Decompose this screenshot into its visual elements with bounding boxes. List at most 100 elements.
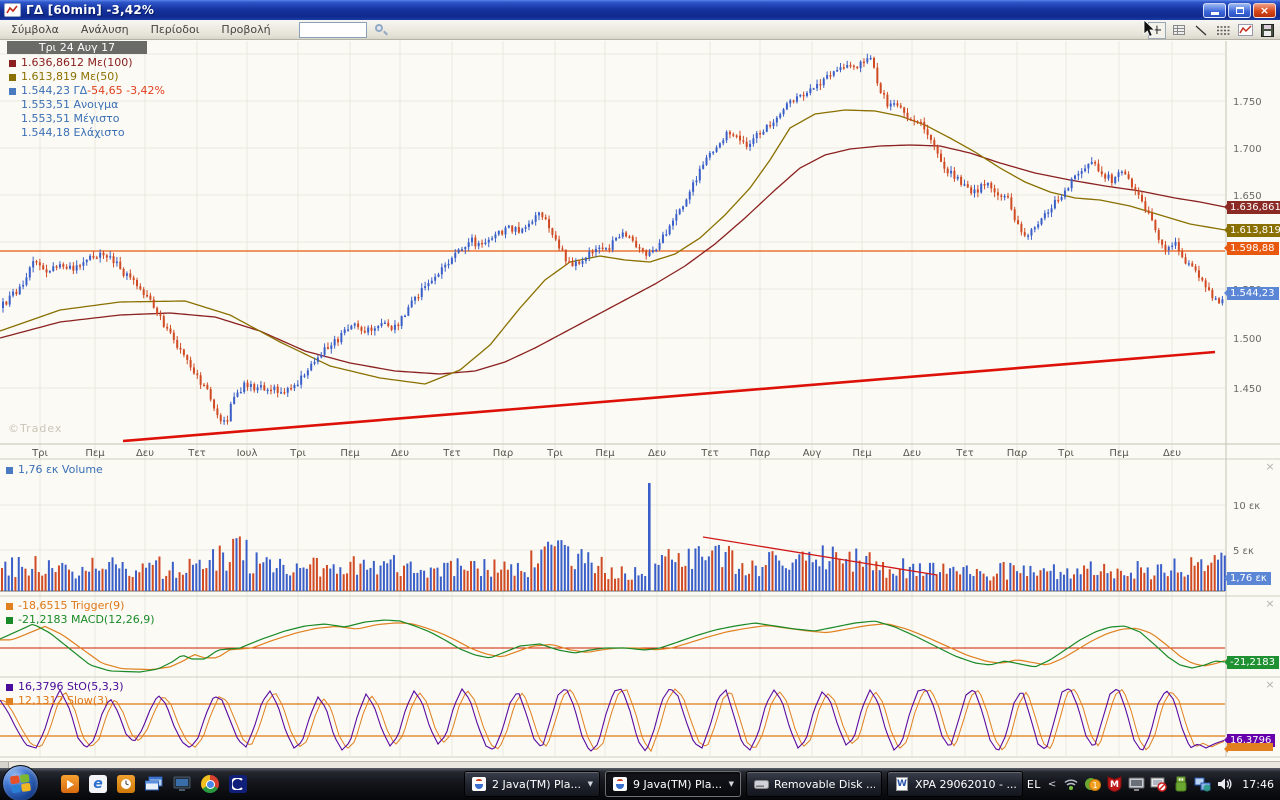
stoch-legend: 16,3796 StO(5,3,3) 12,1312 Slow(3) [4,680,124,708]
legend-high: 1.553,51 Μέγιστο [21,112,120,125]
taskbar-button-label: 9 Java(TM) Pla... [633,777,722,791]
restore-button[interactable] [1228,2,1251,18]
svg-text:10 εκ: 10 εκ [1233,501,1260,512]
chrome-icon[interactable] [200,774,220,794]
volume-panel-close-icon[interactable]: × [1265,460,1275,473]
clock[interactable]: 17:46 [1242,777,1274,791]
svg-text:Πεμ: Πεμ [85,448,105,459]
svg-text:Πεμ: Πεμ [1109,448,1129,459]
menu-view[interactable]: Προβολή [221,23,271,36]
svg-text:5 εκ: 5 εκ [1233,546,1254,557]
svg-text:Τρι: Τρι [31,448,48,459]
display-icon[interactable] [1128,776,1145,793]
taskbar-button-removable-disk[interactable]: Removable Disk ... [746,771,882,797]
chart-type-tool-icon[interactable] [1236,22,1254,39]
crosshair-tool-icon[interactable]: + [1148,21,1166,39]
titlebar[interactable]: ΓΔ [60min] -3,42% × [0,0,1280,20]
horizontal-scrollbar[interactable] [0,761,1280,768]
search-icon[interactable] [373,22,389,38]
taskbar-button-label: XPA 29062010 - ... [915,777,1016,791]
window-switcher-icon[interactable] [144,774,164,794]
scroll-left-arrow[interactable] [0,762,9,768]
macd-legend: -18,6515 Trigger(9) -21,2183 MACD(12,26,… [4,599,155,627]
sto-swatch [6,683,13,691]
window-title: ΓΔ [60min] -3,42% [26,3,155,17]
taskbar-button-java-2[interactable]: 2 Java(TM) Pla... ▼ [464,771,600,797]
ma100-swatch [9,59,16,67]
axis-badge: 1.544,23 [1224,287,1279,300]
legend-ma100: 1.636,8612 Με(100) [21,56,133,69]
svg-text:Δευ: Δευ [903,448,921,459]
network-icon[interactable] [1194,776,1211,793]
price-legend: Τρι 24 Αυγ 17 1.636,8612 Με(100) 1.613,8… [7,41,165,140]
svg-text:1.750: 1.750 [1233,97,1262,108]
close-button[interactable]: × [1253,2,1276,18]
volume-legend: 1,76 εκ Volume [4,463,103,477]
taskbar-button-word-doc[interactable]: W XPA 29062010 - ... [887,771,1023,797]
ma50-swatch [9,73,16,81]
line-tool-icon[interactable] [1192,22,1210,39]
display-settings-icon[interactable] [172,774,192,794]
mcafee-icon[interactable]: M [1106,776,1123,793]
svg-text:Δευ: Δευ [648,448,666,459]
menubar: Σύμβολα Ανάλυση Περίοδοι Προβολή + [0,20,1280,40]
word-icon: W [896,777,908,791]
display-off-icon[interactable] [1150,776,1168,793]
app-icon [4,3,21,17]
svg-text:Δευ: Δευ [1163,448,1181,459]
group-dropdown-icon[interactable]: ▼ [728,780,734,788]
grid-tool-icon[interactable] [1170,22,1188,39]
group-dropdown-icon[interactable]: ▼ [587,780,593,788]
macd-legend-text: -21,2183 MACD(12,26,9) [18,613,155,626]
update-badge-icon[interactable]: 1 [1084,776,1102,793]
language-indicator[interactable]: EL [1026,777,1041,791]
save-tool-icon[interactable] [1258,22,1276,39]
svg-text:1.700: 1.700 [1233,144,1262,155]
internet-explorer-icon[interactable]: e [88,774,108,794]
axis-badge: 1.598,88 [1224,242,1279,255]
axis-badge: 1,76 εκ [1224,572,1271,585]
svg-text:Πεμ: Πεμ [852,448,872,459]
menu-analysis[interactable]: Ανάλυση [80,23,129,36]
svg-text:Δευ: Δευ [391,448,409,459]
media-player-icon[interactable] [60,774,80,794]
svg-text:Ιουλ: Ιουλ [237,448,258,459]
legend-open: 1.553,51 Ανοιγμα [21,98,119,111]
svg-text:Πεμ: Πεμ [340,448,360,459]
trigger-legend-text: -18,6515 Trigger(9) [18,599,125,612]
java-icon [471,776,487,792]
axis-badge: -21,2183 [1224,656,1279,669]
macd-panel-close-icon[interactable]: × [1265,597,1275,610]
parallel-lines-tool-icon[interactable] [1214,22,1232,39]
minimize-button[interactable] [1203,2,1226,18]
windows-logo-icon [9,773,32,795]
svg-text:1.500: 1.500 [1233,334,1262,345]
volume-swatch [6,466,13,474]
legend-ma50: 1.613,819 Με(50) [21,70,119,83]
system-tray: EL < 1 M [1027,768,1278,800]
axis-badge [1224,743,1273,753]
legend-last: 1.544,23 ΓΔ [21,84,88,97]
svg-text:Παρ: Παρ [493,448,513,459]
legend-low: 1.544,18 Ελάχιστο [21,126,125,139]
svg-text:Τετ: Τετ [187,448,206,459]
taskbar-button-label: 2 Java(TM) Pla... [492,777,581,791]
svg-text:Παρ: Παρ [750,448,770,459]
collapse-chevron-icon[interactable]: < [1047,778,1057,790]
symbol-search-input[interactable] [298,21,367,38]
usb-icon[interactable] [1172,776,1189,793]
start-button[interactable] [2,765,39,800]
svg-text:Τετ: Τετ [700,448,719,459]
wireless-icon[interactable] [1062,776,1079,793]
menu-periods[interactable]: Περίοδοι [150,23,200,36]
stoch-panel-close-icon[interactable]: × [1265,678,1275,691]
mouse-cursor [1143,19,1157,42]
c-app-icon[interactable] [228,774,248,794]
taskbar-button-java-9[interactable]: 9 Java(TM) Pla... ▼ [605,771,741,797]
legend-change: -54,65 -3,42% [87,84,166,97]
menu-symbols[interactable]: Σύμβολα [11,23,59,36]
volume-icon[interactable] [1216,776,1233,793]
clock-app-icon[interactable] [116,774,136,794]
